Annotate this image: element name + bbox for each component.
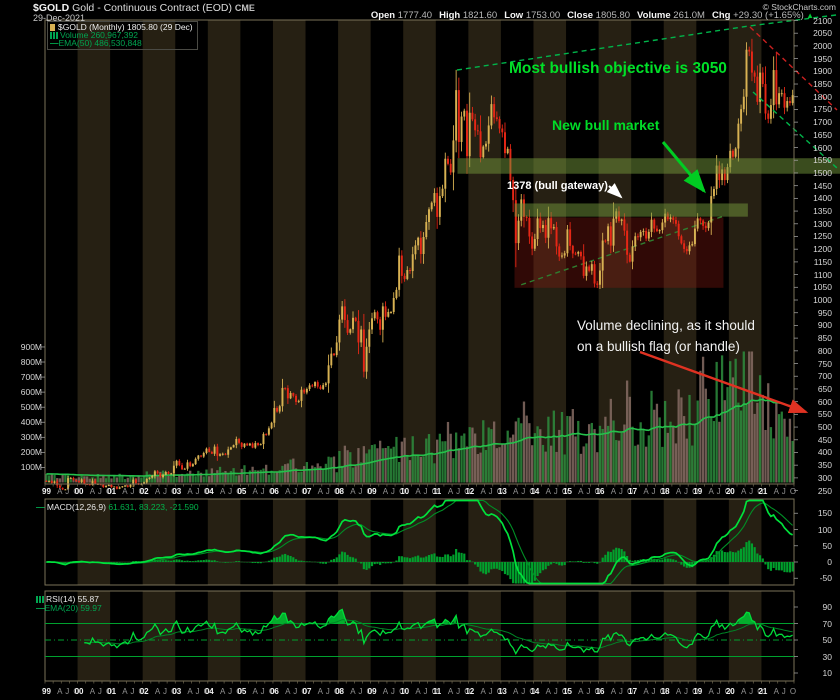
- chart-canvas: [41, 14, 840, 684]
- stockcharts-chart-page: $GOLD Gold - Continuous Contract (EOD) C…: [20, 2, 840, 696]
